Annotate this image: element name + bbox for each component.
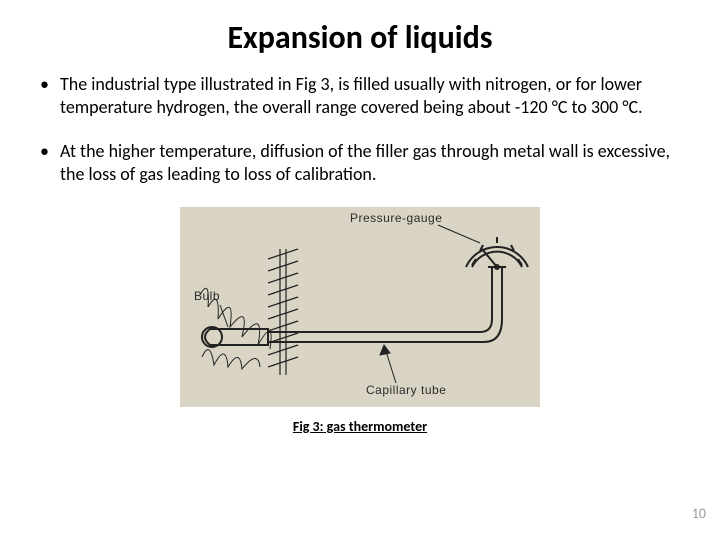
page-number: 10 [692, 505, 706, 522]
figure-container: Pressure-gauge Bulb Capillary tube Fig 3… [28, 207, 692, 435]
bullet-list: The industrial type illustrated in Fig 3… [28, 73, 692, 185]
wall-hatching [268, 249, 298, 375]
figure-caption: Fig 3: gas thermometer [28, 418, 692, 435]
gas-thermometer-figure: Pressure-gauge Bulb Capillary tube [180, 207, 540, 407]
bulb-shape [202, 327, 268, 347]
capillary-tube-label: Capillary tube [366, 383, 446, 397]
slide-title: Expansion of liquids [28, 18, 692, 57]
bulb-label: Bulb [194, 289, 220, 303]
pressure-gauge-label: Pressure-gauge [350, 211, 442, 225]
leader-arrow [380, 345, 396, 383]
medium-squiggle [202, 350, 260, 369]
leader-line [438, 225, 480, 243]
bullet-item: The industrial type illustrated in Fig 3… [36, 73, 692, 118]
slide: Expansion of liquids The industrial type… [0, 0, 720, 540]
bullet-item: At the higher temperature, diffusion of … [36, 140, 692, 185]
pressure-gauge-shape [466, 237, 528, 269]
capillary-tube-shape [268, 267, 502, 342]
thermometer-diagram-svg [180, 207, 540, 407]
